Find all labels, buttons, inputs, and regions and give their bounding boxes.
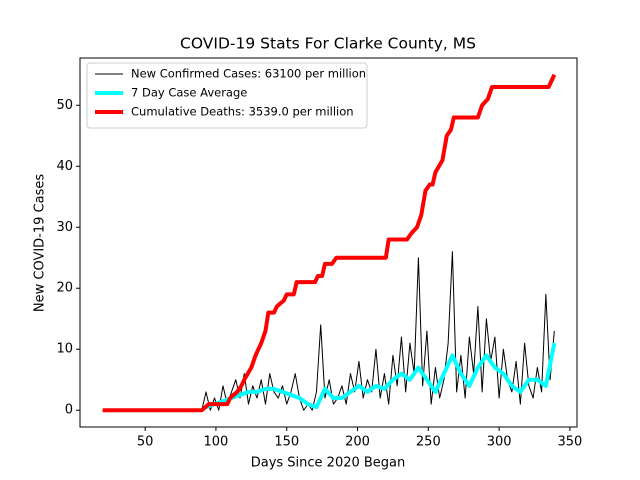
legend-label: 7 Day Case Average <box>131 86 247 100</box>
y-tick-label: 50 <box>56 98 73 113</box>
x-tick-label: 150 <box>274 435 299 450</box>
x-axis-label: Days Since 2020 Began <box>251 456 406 471</box>
series-line <box>102 73 557 413</box>
y-axis-label: New COVID-19 Cases <box>33 174 48 312</box>
legend-label: Cumulative Deaths: 3539.0 per million <box>131 105 354 119</box>
legend-label: New Confirmed Cases: 63100 per million <box>131 67 366 81</box>
legend: New Confirmed Cases: 63100 per million 7 … <box>86 62 368 129</box>
x-tick-label: 50 <box>137 435 154 450</box>
chart-title: COVID-19 Stats For Clarke County, MS <box>180 35 476 53</box>
x-tick-label: 200 <box>345 435 370 450</box>
x-tick-label: 250 <box>416 435 441 450</box>
y-tick-label: 40 <box>56 159 73 174</box>
x-tick-label: 100 <box>204 435 229 450</box>
x-tick-label: 300 <box>487 435 512 450</box>
legend-box <box>86 62 368 129</box>
y-tick-label: 10 <box>56 342 73 357</box>
y-tick-label: 0 <box>65 403 73 418</box>
plot-frame <box>79 57 578 428</box>
x-tick-label: 350 <box>558 435 583 450</box>
series-line <box>205 342 557 410</box>
y-tick-label: 20 <box>56 281 73 296</box>
y-tick-label: 30 <box>56 220 73 235</box>
series-line <box>201 251 555 411</box>
